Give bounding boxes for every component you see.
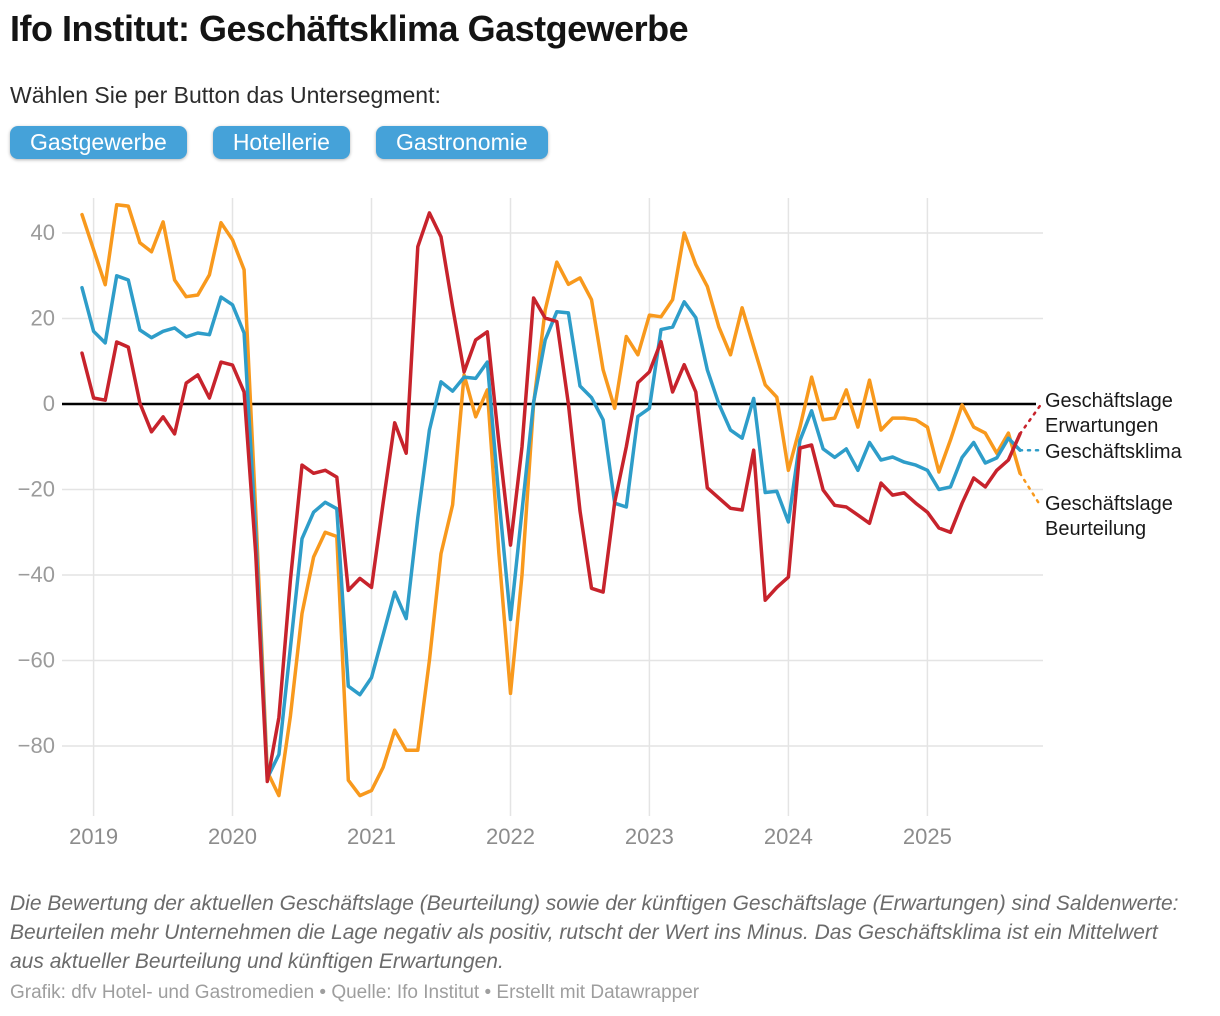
legend-label-beurteilung: Geschäftslage Beurteilung xyxy=(1045,493,1173,540)
legend-leader-red xyxy=(1018,401,1044,436)
y-tick-label: 20 xyxy=(31,306,55,331)
button-gastgewerbe[interactable]: Gastgewerbe xyxy=(10,126,187,159)
x-tick-label: 2021 xyxy=(347,824,396,849)
series-line-orange xyxy=(80,203,1022,798)
x-tick-label: 2024 xyxy=(764,824,813,849)
footer-attribution: Grafik: dfv Hotel- und Gastromedien • Qu… xyxy=(10,982,700,1003)
x-tick-label: 2022 xyxy=(486,824,535,849)
legend-label-erwartungen: Geschäftslage Erwartungen xyxy=(1045,390,1173,437)
y-tick-label: −80 xyxy=(18,733,55,758)
x-tick-label: 2023 xyxy=(625,824,674,849)
y-tick-label: 0 xyxy=(43,391,55,416)
legend-leader-orange xyxy=(1018,472,1042,507)
y-tick-label: −20 xyxy=(18,477,55,502)
y-tick-label: −60 xyxy=(18,648,55,673)
series-line-red xyxy=(80,211,1022,784)
footer-note: Die Bewertung der aktuellen Geschäftslag… xyxy=(10,892,1179,973)
button-gastronomie[interactable]: Gastronomie xyxy=(375,126,548,159)
page-title: Ifo Institut: Geschäftsklima Gastgewerbe xyxy=(10,8,689,49)
segment-button-row: Gastgewerbe Hotellerie Gastronomie xyxy=(10,126,548,159)
page-subtitle: Wählen Sie per Button das Untersegment: xyxy=(10,82,441,108)
button-hotellerie[interactable]: Hotellerie xyxy=(212,126,350,159)
y-tick-label: 40 xyxy=(31,220,55,245)
legend-label-klima: Geschäftsklima xyxy=(1045,441,1182,463)
series-line-blue xyxy=(80,274,1022,780)
x-tick-label: 2025 xyxy=(903,824,952,849)
x-tick-label: 2020 xyxy=(208,824,257,849)
x-tick-label: 2019 xyxy=(69,824,118,849)
y-tick-label: −40 xyxy=(18,562,55,587)
